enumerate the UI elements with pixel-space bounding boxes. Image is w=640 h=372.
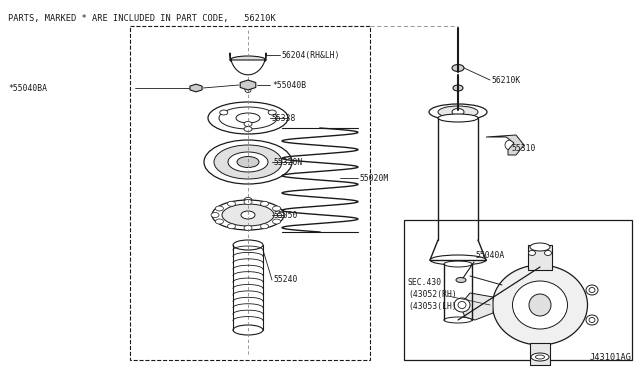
Ellipse shape bbox=[456, 278, 466, 282]
Ellipse shape bbox=[586, 285, 598, 295]
Ellipse shape bbox=[438, 106, 478, 118]
Ellipse shape bbox=[505, 140, 515, 150]
Ellipse shape bbox=[589, 317, 595, 323]
Bar bbox=[404, 220, 632, 360]
Ellipse shape bbox=[493, 265, 588, 345]
Polygon shape bbox=[240, 80, 256, 90]
Ellipse shape bbox=[260, 224, 269, 229]
Ellipse shape bbox=[238, 61, 258, 67]
Ellipse shape bbox=[204, 140, 292, 184]
Ellipse shape bbox=[452, 64, 464, 71]
Ellipse shape bbox=[244, 199, 252, 205]
Ellipse shape bbox=[219, 107, 277, 129]
Ellipse shape bbox=[444, 261, 472, 267]
Polygon shape bbox=[486, 135, 524, 155]
Ellipse shape bbox=[216, 206, 223, 211]
Ellipse shape bbox=[216, 219, 223, 224]
Text: (43053(LH): (43053(LH) bbox=[408, 302, 457, 311]
Ellipse shape bbox=[237, 157, 259, 167]
Ellipse shape bbox=[536, 355, 545, 359]
Ellipse shape bbox=[545, 250, 552, 256]
Ellipse shape bbox=[220, 110, 228, 115]
Ellipse shape bbox=[586, 315, 598, 325]
Ellipse shape bbox=[233, 325, 263, 335]
Ellipse shape bbox=[444, 317, 472, 323]
Bar bbox=[130, 26, 370, 360]
Ellipse shape bbox=[222, 204, 274, 226]
Polygon shape bbox=[230, 53, 266, 75]
Ellipse shape bbox=[227, 224, 236, 229]
Polygon shape bbox=[460, 293, 493, 320]
Ellipse shape bbox=[273, 206, 280, 211]
Text: 55050: 55050 bbox=[274, 211, 298, 219]
Ellipse shape bbox=[273, 219, 280, 224]
Bar bbox=[528, 245, 552, 270]
Ellipse shape bbox=[529, 294, 551, 316]
Text: SEC.430: SEC.430 bbox=[408, 278, 442, 287]
Ellipse shape bbox=[208, 102, 288, 134]
Ellipse shape bbox=[211, 212, 219, 218]
Ellipse shape bbox=[244, 198, 252, 202]
Ellipse shape bbox=[453, 85, 463, 91]
Ellipse shape bbox=[531, 353, 549, 361]
Text: 55240: 55240 bbox=[274, 276, 298, 285]
Ellipse shape bbox=[212, 200, 284, 230]
Ellipse shape bbox=[268, 110, 276, 115]
Text: *55040BA: *55040BA bbox=[8, 83, 47, 93]
Ellipse shape bbox=[530, 243, 550, 251]
Ellipse shape bbox=[260, 201, 269, 206]
Text: 55310: 55310 bbox=[512, 144, 536, 153]
Text: 55020M: 55020M bbox=[360, 173, 389, 183]
Ellipse shape bbox=[244, 122, 252, 126]
Text: 55338: 55338 bbox=[272, 113, 296, 122]
Ellipse shape bbox=[513, 281, 568, 329]
Ellipse shape bbox=[233, 240, 263, 250]
Ellipse shape bbox=[230, 56, 266, 64]
Text: PARTS, MARKED * ARE INCLUDED IN PART CODE,   56210K: PARTS, MARKED * ARE INCLUDED IN PART COD… bbox=[8, 14, 276, 23]
Ellipse shape bbox=[277, 212, 285, 218]
Text: 56204(RH&LH): 56204(RH&LH) bbox=[282, 51, 340, 60]
Ellipse shape bbox=[192, 86, 200, 90]
Ellipse shape bbox=[529, 250, 536, 256]
Ellipse shape bbox=[241, 211, 255, 219]
Text: J43101AG: J43101AG bbox=[590, 353, 632, 362]
Text: (43052(RH): (43052(RH) bbox=[408, 290, 457, 299]
Ellipse shape bbox=[589, 288, 595, 292]
Ellipse shape bbox=[228, 152, 268, 172]
Ellipse shape bbox=[458, 301, 466, 308]
Ellipse shape bbox=[245, 87, 251, 93]
Text: 55040A: 55040A bbox=[476, 250, 505, 260]
Bar bbox=[530, 343, 550, 365]
Text: 56210K: 56210K bbox=[492, 76, 521, 84]
Text: 55320N: 55320N bbox=[274, 157, 303, 167]
Ellipse shape bbox=[243, 82, 253, 88]
Ellipse shape bbox=[244, 126, 252, 131]
Polygon shape bbox=[190, 84, 202, 92]
Ellipse shape bbox=[236, 113, 260, 123]
Ellipse shape bbox=[429, 104, 487, 120]
Ellipse shape bbox=[452, 109, 464, 115]
Ellipse shape bbox=[438, 114, 478, 122]
Ellipse shape bbox=[244, 225, 252, 231]
Ellipse shape bbox=[227, 201, 236, 206]
Ellipse shape bbox=[454, 298, 470, 312]
Text: *55040B: *55040B bbox=[272, 80, 306, 90]
Ellipse shape bbox=[430, 255, 486, 265]
Ellipse shape bbox=[214, 145, 282, 179]
